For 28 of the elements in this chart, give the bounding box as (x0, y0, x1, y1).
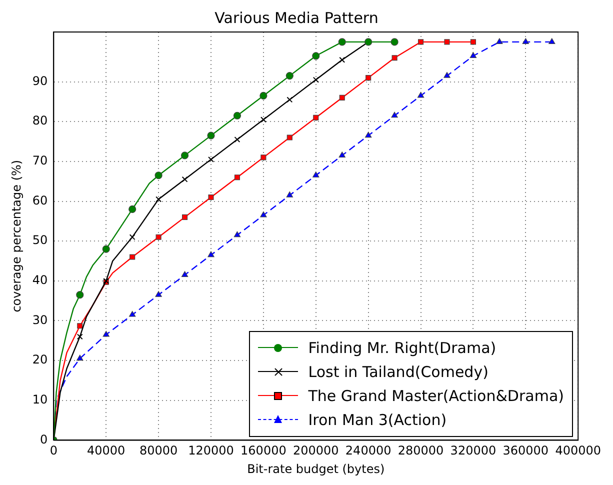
x-tick-label: 200000 (292, 444, 339, 458)
x-tick-label: 0 (50, 444, 58, 458)
x-tick-label: 400000 (555, 444, 601, 458)
legend-label: Lost in Tailand(Comedy) (308, 363, 488, 381)
y-tick-label: 40 (32, 273, 48, 288)
x-tick-label: 280000 (398, 444, 444, 458)
y-tick-label: 30 (32, 312, 48, 327)
x-tick-label: 120000 (188, 444, 234, 458)
chart-title: Various Media Pattern (214, 8, 378, 27)
x-axis-title: Bit-rate budget (bytes) (247, 462, 385, 476)
x-tick-label: 80000 (139, 444, 178, 458)
x-tick-label: 360000 (502, 444, 549, 458)
x-tick-label: 320000 (450, 444, 496, 458)
y-tick-label: 70 (32, 154, 48, 168)
y-tick-label: 80 (32, 114, 48, 128)
x-tick-label: 240000 (345, 444, 392, 458)
y-tick-label: 0 (40, 432, 48, 446)
legend-label: The Grand Master(Action&Drama) (308, 387, 564, 405)
x-tick-label: 40000 (87, 444, 126, 458)
y-tick-label: 10 (32, 392, 48, 406)
legend-label: Iron Man 3(Action) (308, 411, 447, 429)
y-tick-label: 60 (32, 193, 48, 208)
y-axis-title: coverage percentage (%) (9, 160, 24, 312)
y-tick-label: 20 (32, 352, 48, 367)
y-tick-label: 50 (32, 233, 48, 248)
y-tick-label: 90 (32, 74, 48, 88)
legend-label: Finding Mr. Right(Drama) (308, 339, 496, 357)
x-tick-label: 160000 (240, 444, 286, 458)
